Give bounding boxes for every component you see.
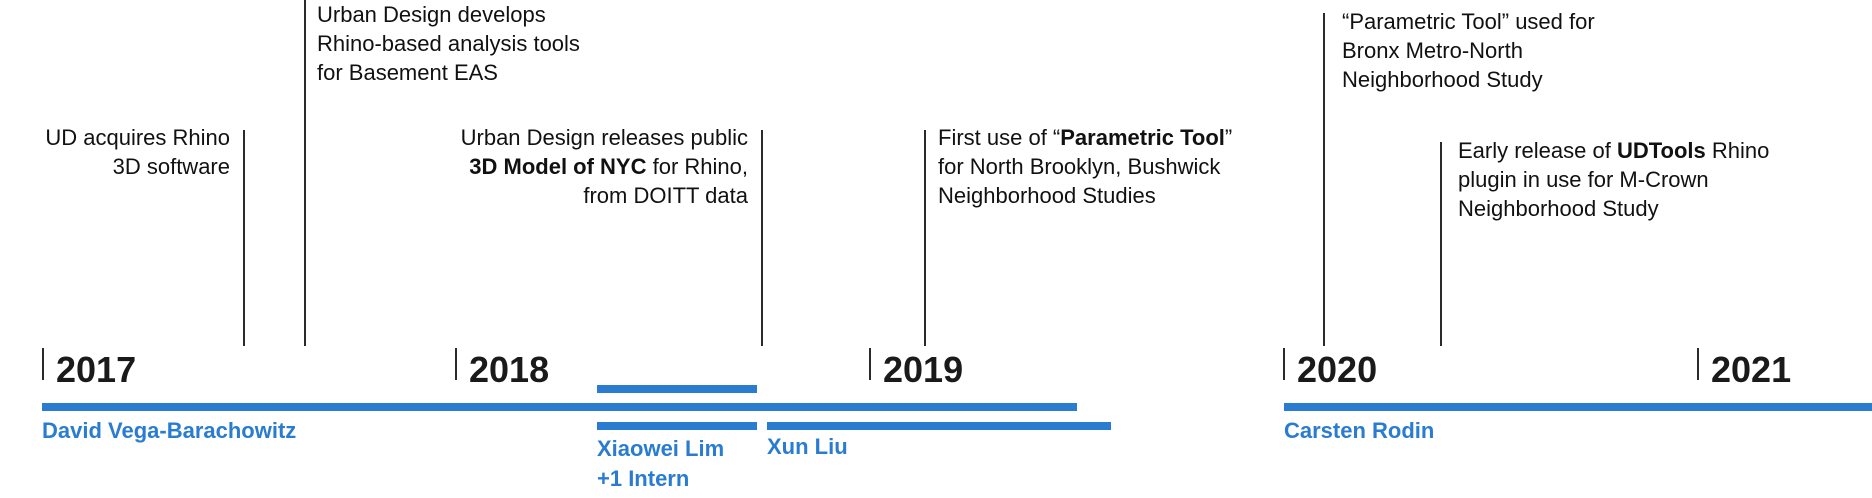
person-david-vega-barachowitz: David Vega-Barachowitz <box>42 418 297 443</box>
event-line-text: Bronx Metro-North <box>1342 36 1595 65</box>
event-line-rhino <box>243 130 245 346</box>
event-text-run: Rhino <box>1705 138 1770 163</box>
event-line-udtools <box>1440 142 1442 346</box>
event-text-run: First use of “ <box>938 125 1061 150</box>
event-parametric-tool-first-use: First use of “Parametric Tool” for North … <box>938 123 1232 210</box>
event-line-bronx-study <box>1323 13 1325 346</box>
tenure-bar-xiaowei-top <box>597 385 757 393</box>
event-text-run: Urban Design develops <box>317 2 546 27</box>
year-label-2021: 2021 <box>1711 349 1792 390</box>
event-line-text: Neighborhood Study <box>1458 194 1769 223</box>
tenure-bar-carsten <box>1284 403 1872 411</box>
year-label-2018: 2018 <box>469 349 550 390</box>
event-text-run: Rhino-based analysis tools <box>317 31 580 56</box>
event-line-text: 3D software <box>45 152 230 181</box>
event-line-3d-model <box>761 130 763 346</box>
event-text-run: for Rhino, <box>646 154 748 179</box>
person-xiaowei-lim: Xiaowei Lim +1 Intern <box>597 434 724 494</box>
tenure-bar-xiaowei <box>597 422 757 430</box>
year-label-2017: 2017 <box>56 349 137 390</box>
event-text-run: ” <box>1224 125 1233 150</box>
year-tick-2017 <box>42 348 44 380</box>
event-parametric-tool-bronx: “Parametric Tool” used for Bronx Metro-No… <box>1342 7 1595 94</box>
event-line-text: Neighborhood Study <box>1342 65 1595 94</box>
tenure-bar-xun <box>767 422 1111 430</box>
event-line-text: Urban Design releases public <box>461 123 748 152</box>
event-text-run: 3D software <box>112 154 230 179</box>
event-line-text: from DOITT data <box>461 181 748 210</box>
event-text-run: Neighborhood Study <box>1458 196 1659 221</box>
event-line-basement-eas <box>304 0 306 346</box>
event-line-text: UD acquires Rhino <box>45 123 230 152</box>
person-xiaowei-lim-name: Xiaowei Lim <box>597 436 725 461</box>
person-xiaowei-lim-intern: +1 Intern <box>597 466 690 491</box>
event-line-text: Neighborhood Studies <box>938 181 1232 210</box>
event-line-text: Early release of UDTools Rhino <box>1458 136 1769 165</box>
event-line-text: Rhino-based analysis tools <box>317 29 580 58</box>
year-tick-2021 <box>1697 348 1699 380</box>
event-text-run: Urban Design releases public <box>460 125 748 150</box>
event-text-run: plugin in use for M-Crown <box>1458 167 1709 192</box>
event-line-text: Urban Design develops <box>317 0 580 29</box>
year-tick-2019 <box>869 348 871 380</box>
event-line-parametric-first-use <box>924 130 926 346</box>
event-line-text: 3D Model of NYC for Rhino, <box>461 152 748 181</box>
event-text-run: for Basement EAS <box>317 60 498 85</box>
event-text-run: Neighborhood Study <box>1342 67 1543 92</box>
event-text-bold: Parametric Tool <box>1060 125 1225 150</box>
event-line-text: plugin in use for M-Crown <box>1458 165 1769 194</box>
year-tick-2018 <box>455 348 457 380</box>
event-text-run: for North Brooklyn, Bushwick <box>938 154 1221 179</box>
event-line-text: First use of “Parametric Tool” <box>938 123 1232 152</box>
event-line-text: “Parametric Tool” used for <box>1342 7 1595 36</box>
event-text-run: from DOITT data <box>583 183 748 208</box>
event-text-bold: UDTools <box>1616 138 1706 163</box>
event-line-text: for Basement EAS <box>317 58 580 87</box>
event-text-run: Early release of <box>1458 138 1617 163</box>
event-udtools-early-release: Early release of UDTools Rhino plugin in … <box>1458 136 1769 223</box>
tenure-bar-david <box>42 403 1077 411</box>
event-3d-model-release: Urban Design releases public 3D Model of … <box>461 123 748 210</box>
person-xun-liu: Xun Liu <box>767 434 848 459</box>
event-text-run: “Parametric Tool” used for <box>1342 9 1595 34</box>
event-text-run: UD acquires Rhino <box>45 125 230 150</box>
year-label-2019: 2019 <box>883 349 964 390</box>
person-carsten-rodin: Carsten Rodin <box>1284 418 1435 443</box>
event-basement-eas-tools: Urban Design develops Rhino-based analysi… <box>317 0 580 87</box>
event-text-run: Bronx Metro-North <box>1342 38 1523 63</box>
event-text-run: Neighborhood Studies <box>938 183 1156 208</box>
event-rhino-acquired: UD acquires Rhino 3D software <box>45 123 230 181</box>
year-tick-2020 <box>1283 348 1285 380</box>
event-line-text: for North Brooklyn, Bushwick <box>938 152 1232 181</box>
year-label-2020: 2020 <box>1297 349 1378 390</box>
event-text-bold: 3D Model of NYC <box>469 154 647 179</box>
